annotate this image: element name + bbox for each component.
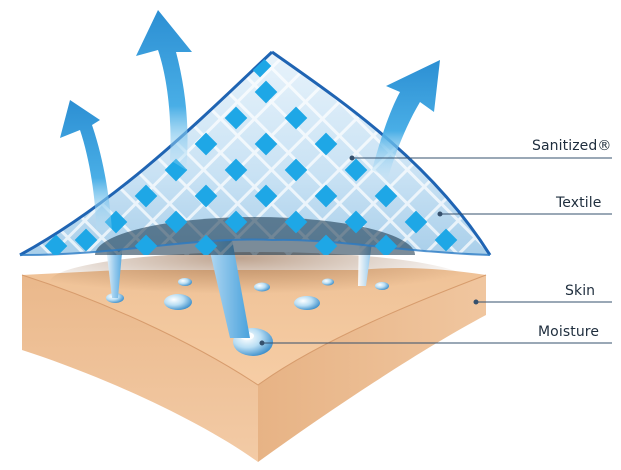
arrow-up-icon [136,10,192,170]
evaporation-arrows [60,10,440,230]
textile-label: Textile [556,195,602,211]
diamond-mark [74,228,98,252]
diamond-mark [254,80,278,104]
skin-left-side [22,275,258,462]
skin-right-side [258,275,486,462]
arrow-up-icon [60,100,112,230]
moisture-label: Moisture [538,324,600,340]
diamond-mark [284,106,308,130]
skin-block [21,252,487,462]
diamond-mark [224,106,248,130]
sanitized-label: Sanitized® [532,138,612,154]
arrow-up-icon [372,60,440,178]
skin-label: Skin [565,283,596,299]
callout-lines [259,155,612,346]
moisture-droplets [106,278,389,356]
